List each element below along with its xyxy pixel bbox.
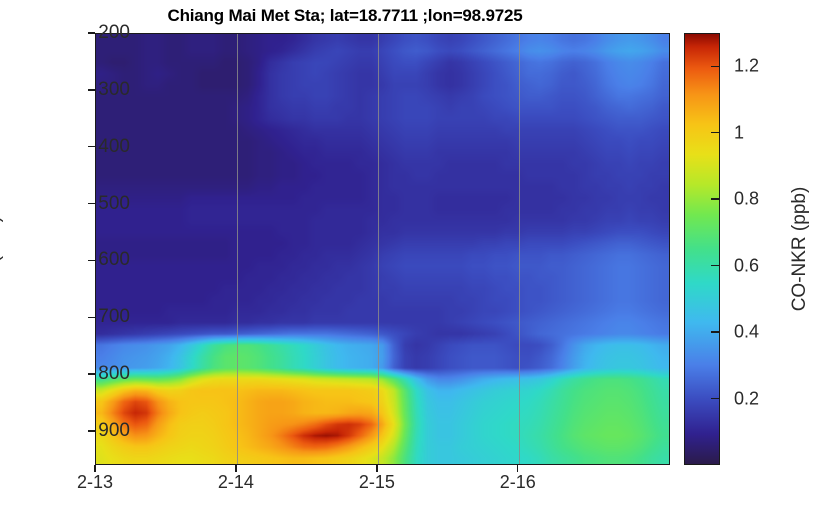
x-tick-label-2-14: 2-14 bbox=[217, 472, 254, 492]
grid-line-2-14 bbox=[236, 34, 239, 464]
y-axis-label: P (hPa) bbox=[0, 215, 4, 280]
grid-line-2-16 bbox=[518, 34, 521, 464]
y-tick-200 bbox=[88, 32, 95, 34]
y-tick-600 bbox=[88, 259, 95, 262]
colorbar-tick-label-0.8: 0.8 bbox=[734, 188, 760, 209]
y-tick-label-800: 800 bbox=[98, 363, 130, 385]
heatmap-canvas bbox=[96, 34, 669, 464]
x-tick-2-15 bbox=[376, 465, 378, 472]
colorbar-tick-label-0.4: 0.4 bbox=[734, 321, 760, 342]
y-tick-label-500: 500 bbox=[98, 192, 130, 214]
colorbar-tick-0.4 bbox=[711, 331, 719, 333]
heatmap-axes[interactable] bbox=[95, 33, 670, 465]
y-tick-label-600: 600 bbox=[98, 249, 130, 271]
y-tick-label-700: 700 bbox=[98, 306, 130, 328]
y-tick-300 bbox=[88, 89, 95, 91]
colorbar-tick-0.6 bbox=[711, 264, 719, 267]
chart-title: Chiang Mai Met Sta; lat=18.7711 ;lon=98.… bbox=[167, 6, 523, 25]
colorbar-tick-label-1: 1 bbox=[734, 122, 745, 143]
y-tick-900 bbox=[88, 430, 95, 432]
y-tick-700 bbox=[88, 316, 95, 318]
colorbar-tick-1 bbox=[711, 131, 719, 134]
x-tick-label-2-15: 2-15 bbox=[358, 472, 395, 492]
colorbar-label: CO-NKR (ppb) bbox=[789, 186, 810, 312]
y-tick-800 bbox=[88, 373, 95, 375]
colorbar-tick-label-1.2: 1.2 bbox=[734, 55, 760, 76]
x-tick-2-16 bbox=[517, 465, 519, 472]
x-tick-label-2-13: 2-13 bbox=[76, 472, 114, 492]
y-tick-label-300: 300 bbox=[98, 78, 130, 100]
y-tick-label-200: 200 bbox=[98, 22, 130, 43]
colorbar-tick-label-0.2: 0.2 bbox=[734, 388, 760, 409]
x-tick-2-14 bbox=[235, 465, 237, 472]
colorbar-tick-0.2 bbox=[711, 397, 719, 400]
colorbar[interactable] bbox=[684, 33, 720, 465]
x-tick-label-2-16: 2-16 bbox=[499, 472, 536, 492]
y-tick-500 bbox=[88, 202, 95, 205]
colorbar-tick-label-0.6: 0.6 bbox=[734, 255, 760, 276]
y-tick-400 bbox=[88, 145, 95, 148]
y-tick-label-900: 900 bbox=[98, 419, 130, 441]
colorbar-tick-1.2 bbox=[711, 65, 719, 67]
grid-line-2-15 bbox=[377, 34, 380, 464]
y-tick-label-400: 400 bbox=[98, 135, 130, 157]
x-tick-2-13 bbox=[94, 465, 96, 472]
colorbar-tick-0.8 bbox=[711, 198, 719, 200]
